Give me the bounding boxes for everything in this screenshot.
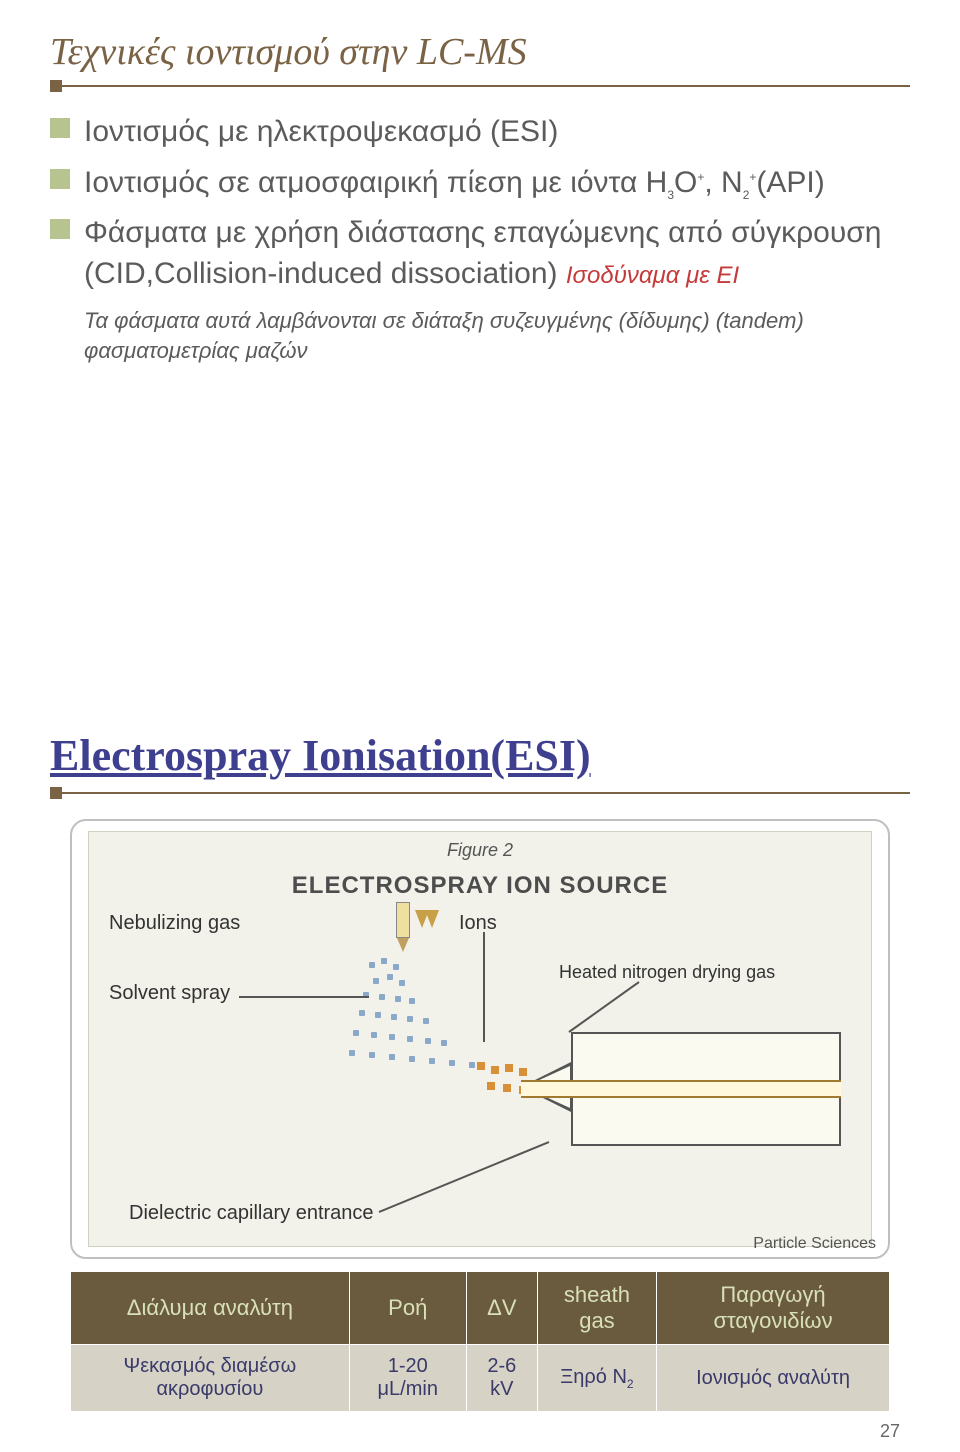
page: Τεχνικές ιοντισμού στην LC-MS Ιοντισμός … — [0, 0, 960, 1452]
underline-line — [50, 85, 910, 87]
bullet-item: Ιοντισμός σε ατμοσφαιρική πίεση με ιόντα… — [50, 163, 910, 204]
td-sample: Ψεκασμός διαμέσω ακροφυσίου — [71, 1345, 350, 1412]
connector-lines-icon — [89, 832, 871, 1246]
slide1-title: Τεχνικές ιοντισμού στην LC-MS — [50, 30, 910, 74]
bullet-box-icon — [50, 118, 70, 138]
slide2-title: Electrospray Ionisation(ESI) — [50, 730, 910, 781]
th-sample: Διάλυμα αναλύτη — [71, 1272, 350, 1345]
parameters-table: Διάλυμα αναλύτη Ροή ΔV sheath gas Παραγω… — [70, 1271, 890, 1412]
td-gas: Ξηρό N2 — [537, 1345, 656, 1412]
title-underline — [50, 80, 910, 92]
th-flow: Ροή — [349, 1272, 466, 1345]
table-row: Ψεκασμός διαμέσω ακροφυσίου 1-20 μL/min … — [71, 1345, 890, 1412]
th-droplets: Παραγωγή σταγονιδίων — [657, 1272, 890, 1345]
esi-figure: Figure 2 ELECTROSPRAY ION SOURCE Nebuliz… — [70, 819, 890, 1259]
figure-canvas: Figure 2 ELECTROSPRAY ION SOURCE Nebuliz… — [88, 831, 872, 1247]
bullet-text: Ιοντισμός με ηλεκτροψεκασμό (ESI) — [84, 112, 558, 153]
bullet-list: Ιοντισμός με ηλεκτροψεκασμό (ESI) Ιοντισ… — [50, 112, 910, 294]
bullet-box-icon — [50, 169, 70, 189]
underline-line — [50, 792, 910, 794]
td-flow: 1-20 μL/min — [349, 1345, 466, 1412]
title-underline — [50, 787, 910, 799]
bullet-suffix-red: Ισοδύναμα με EI — [566, 262, 739, 289]
th-gas: sheath gas — [537, 1272, 656, 1345]
slide-ionization-techniques: Τεχνικές ιοντισμού στην LC-MS Ιοντισμός … — [0, 0, 960, 700]
th-voltage: ΔV — [466, 1272, 537, 1345]
td-voltage: 2-6 kV — [466, 1345, 537, 1412]
bullet-line: Ιοντισμός σε ατμοσφαιρική πίεση με ιόντα… — [84, 166, 825, 199]
bullet-main: Φάσματα με χρήση διάστασης επαγώμενης απ… — [84, 216, 881, 290]
figure-credit: Particle Sciences — [753, 1235, 876, 1253]
slide-electrospray: Electrospray Ionisation(ESI) Figure 2 EL… — [0, 700, 960, 1452]
bullet-item: Φάσματα με χρήση διάστασης επαγώμενης απ… — [50, 213, 910, 294]
slide1-note: Τα φάσματα αυτά λαμβάνονται σε διάταξη σ… — [84, 306, 910, 365]
bullet-text: Φάσματα με χρήση διάστασης επαγώμενης απ… — [84, 213, 910, 294]
table-header-row: Διάλυμα αναλύτη Ροή ΔV sheath gas Παραγω… — [71, 1272, 890, 1345]
bullet-text: Ιοντισμός σε ατμοσφαιρική πίεση με ιόντα… — [84, 163, 825, 204]
bullet-box-icon — [50, 219, 70, 239]
page-number: 27 — [880, 1421, 900, 1442]
td-ionization: Ιονισμός αναλύτη — [657, 1345, 890, 1412]
bullet-item: Ιοντισμός με ηλεκτροψεκασμό (ESI) — [50, 112, 910, 153]
